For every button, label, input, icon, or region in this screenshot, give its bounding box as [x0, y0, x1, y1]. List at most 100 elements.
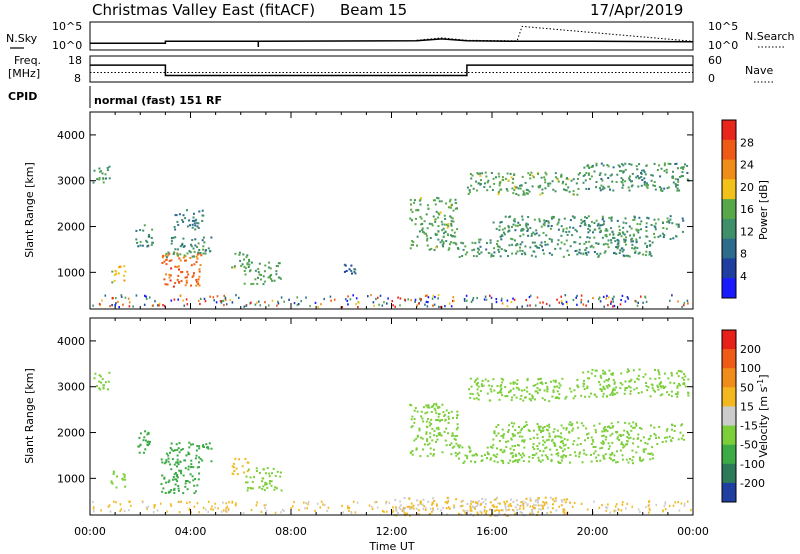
- data-cell: [684, 375, 687, 378]
- data-cell: [653, 162, 656, 165]
- clutter-cell: [228, 501, 230, 504]
- data-cell: [410, 203, 412, 206]
- data-cell: [202, 245, 205, 248]
- clutter-cell: [569, 501, 572, 504]
- data-cell: [178, 442, 181, 445]
- data-cell: [464, 245, 467, 248]
- data-cell: [643, 450, 646, 453]
- data-cell: [509, 390, 512, 393]
- clutter-cell: [432, 507, 434, 510]
- data-cell: [513, 394, 516, 397]
- data-cell: [540, 241, 543, 244]
- data-cell: [619, 387, 622, 390]
- data-cell: [647, 217, 650, 220]
- data-cell: [469, 513, 472, 516]
- data-cell: [561, 456, 564, 459]
- data-cell: [574, 250, 577, 252]
- data-cell: [560, 225, 563, 228]
- data-cell: [544, 171, 547, 174]
- data-cell: [498, 512, 501, 515]
- clutter-cell: [355, 297, 358, 300]
- data-cell: [527, 172, 530, 175]
- data-cell: [481, 379, 484, 382]
- data-cell: [419, 455, 422, 458]
- data-cell: [100, 170, 102, 173]
- data-cell: [559, 440, 562, 443]
- data-cell: [590, 220, 593, 223]
- data-cell: [565, 189, 568, 192]
- clutter-cell: [545, 302, 548, 306]
- data-cell: [622, 226, 625, 229]
- data-cell: [451, 217, 454, 220]
- data-cell: [105, 177, 107, 180]
- data-cell: [538, 220, 541, 223]
- clutter-cell: [224, 297, 227, 300]
- data-cell: [453, 445, 456, 448]
- data-cell: [434, 199, 436, 202]
- data-cell: [554, 172, 557, 175]
- data-cell: [604, 438, 607, 441]
- data-cell: [196, 222, 199, 225]
- data-cell: [418, 427, 421, 430]
- data-cell: [426, 227, 429, 230]
- data-cell: [556, 243, 559, 246]
- colorbar-segment: [722, 159, 736, 180]
- data-cell: [169, 447, 172, 449]
- data-cell: [515, 455, 518, 457]
- data-cell: [251, 487, 254, 490]
- clutter-cell: [503, 500, 505, 504]
- clutter-cell: [573, 501, 576, 505]
- x-tick-label: 00:00: [677, 525, 709, 538]
- data-cell: [662, 385, 664, 388]
- data-cell: [626, 440, 629, 442]
- data-cell: [410, 404, 413, 407]
- colorbar-frame: [721, 329, 737, 503]
- data-cell: [597, 256, 600, 258]
- data-cell: [665, 168, 668, 171]
- data-cell: [628, 422, 631, 425]
- data-cell: [573, 241, 576, 244]
- data-cell: [528, 460, 531, 463]
- clutter-cell: [147, 505, 150, 508]
- clutter-cell: [598, 296, 601, 299]
- data-cell: [585, 253, 588, 256]
- data-cell: [536, 392, 539, 395]
- clutter-cell: [414, 298, 417, 301]
- data-cell: [670, 390, 673, 393]
- data-cell: [510, 438, 513, 441]
- clutter-cell: [545, 501, 548, 504]
- data-cell: [477, 394, 480, 397]
- clutter-cell: [624, 300, 627, 303]
- data-cell: [615, 461, 617, 464]
- clutter-cell: [607, 304, 609, 307]
- data-cell: [509, 172, 512, 175]
- data-cell: [441, 223, 444, 226]
- data-cell: [503, 249, 506, 252]
- data-cell: [498, 250, 501, 253]
- data-cell: [617, 242, 620, 245]
- clutter-cell: [576, 294, 578, 297]
- data-cell: [538, 459, 541, 462]
- data-cell: [660, 167, 663, 170]
- data-cell: [635, 176, 638, 179]
- data-cell: [548, 435, 551, 438]
- y-tick-label: 1000: [57, 472, 85, 485]
- data-cell: [564, 397, 567, 400]
- data-cell: [616, 173, 619, 176]
- data-cell: [469, 507, 472, 510]
- data-cell: [682, 438, 685, 441]
- clutter-cell: [566, 302, 568, 305]
- data-cell: [663, 387, 665, 389]
- freq-label-line2: [MHz]: [8, 67, 40, 80]
- data-cell: [522, 193, 525, 196]
- power-data-group: [92, 162, 690, 309]
- data-cell: [187, 468, 190, 471]
- clutter-cell: [317, 306, 319, 309]
- data-cell: [476, 392, 479, 395]
- data-cell: [450, 442, 453, 445]
- data-cell: [524, 245, 527, 248]
- data-cell: [643, 181, 646, 183]
- data-cell: [496, 447, 498, 450]
- data-cell: [419, 215, 422, 218]
- data-cell: [497, 424, 500, 426]
